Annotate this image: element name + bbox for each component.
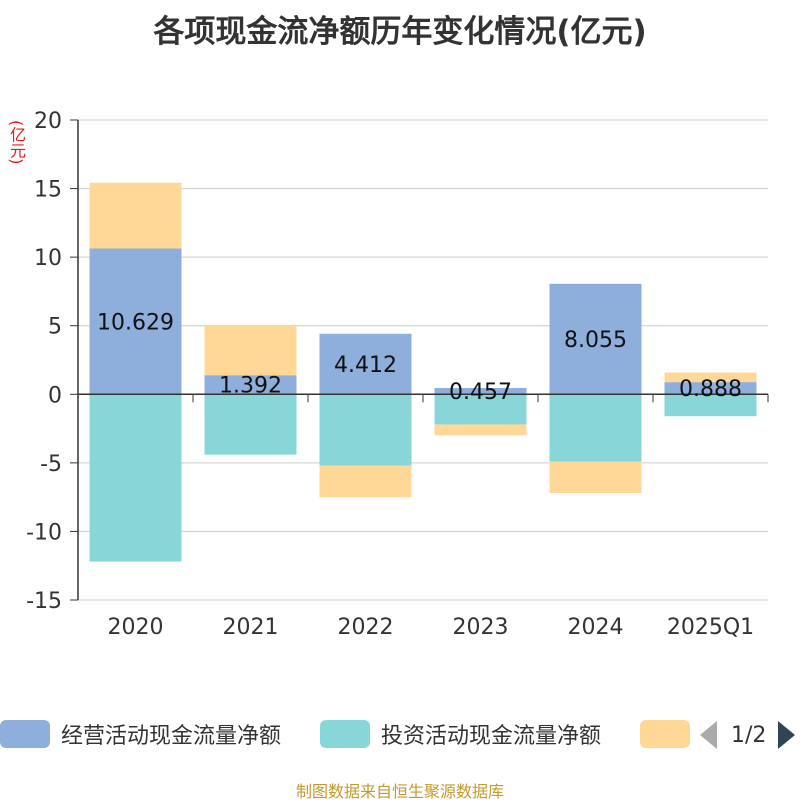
pager-text: 1/2: [731, 722, 767, 748]
financing-bar: [549, 461, 642, 494]
investing-bar: [319, 394, 412, 466]
legend-item-operating[interactable]: 经营活动现金流量净额: [0, 716, 281, 752]
x-tick-label: 2023: [453, 615, 509, 640]
y-tick-label: -10: [26, 520, 62, 545]
grid-lines: [78, 119, 768, 601]
x-tick-label: 2020: [108, 615, 164, 640]
operating-bar: [89, 248, 182, 395]
y-tick-label: 10: [34, 246, 62, 271]
legend-pager: 1/2: [700, 719, 796, 751]
legend: 经营活动现金流量净额 投资活动现金流量净额: [0, 716, 800, 756]
x-tick-label: 2021: [223, 615, 279, 640]
axes: [70, 119, 769, 601]
data-label: 0.457: [449, 380, 512, 405]
y-axis-unit-label: (亿元): [7, 120, 26, 165]
tick-labels: 20 15 10 5 0 -5 -10 -15 2020 2021 2022 2023 2024 2025…: [26, 109, 754, 640]
y-tick-label: -15: [26, 589, 62, 614]
operating-bar: [204, 375, 297, 395]
legend-label-investing: 投资活动现金流量净额: [381, 724, 602, 749]
y-tick-label: 5: [48, 315, 62, 340]
bars: [89, 182, 757, 562]
investing-bar: [664, 394, 757, 417]
legend-item-financing[interactable]: [640, 716, 690, 752]
legend-item-investing[interactable]: 投资活动现金流量净额: [320, 716, 601, 752]
y-tick-label: 20: [34, 109, 62, 134]
legend-label-operating: 经营活动现金流量净额: [61, 724, 282, 749]
chevron-right-icon[interactable]: [778, 721, 796, 749]
y-tick-label: 15: [34, 178, 62, 203]
chart-title: 各项现金流净额历年变化情况(亿元): [153, 14, 647, 50]
investing-bar: [549, 394, 642, 462]
legend-swatch-operating: [0, 720, 50, 748]
legend-swatch-financing: [640, 720, 690, 748]
source-note: 制图数据来自恒生聚源数据库: [295, 782, 504, 801]
data-label: 4.412: [334, 353, 397, 378]
financing-bar: [434, 424, 527, 436]
investing-bar: [89, 394, 182, 562]
investing-bar: [204, 394, 297, 455]
operating-bar: [434, 388, 527, 395]
x-tick-label: 2024: [568, 615, 624, 640]
financing-bar: [204, 325, 297, 376]
y-tick-label: -5: [40, 452, 62, 477]
operating-bar: [549, 283, 642, 395]
data-label: 8.055: [564, 328, 627, 353]
chevron-left-icon[interactable]: [700, 721, 717, 749]
bar-chart: 20 15 10 5 0 -5 -10 -15 2020 2021 2022 2023 2024 2025…: [26, 109, 769, 640]
legend-swatch-investing: [320, 720, 370, 748]
data-label: 0.888: [679, 377, 742, 402]
investing-bar: [434, 394, 527, 425]
financing-bar: [664, 372, 757, 383]
operating-bar: [319, 333, 412, 395]
operating-bar: [664, 382, 757, 395]
financing-bar: [319, 465, 412, 498]
data-labels: 10.629 1.392 4.412 0.457 8.055 0.888: [97, 310, 742, 405]
x-tick-label: 2025Q1: [667, 615, 754, 640]
financing-bar: [89, 182, 182, 249]
y-tick-label: 0: [48, 383, 62, 408]
x-tick-label: 2022: [338, 615, 394, 640]
data-label: 10.629: [97, 310, 174, 335]
data-label: 1.392: [219, 374, 282, 399]
